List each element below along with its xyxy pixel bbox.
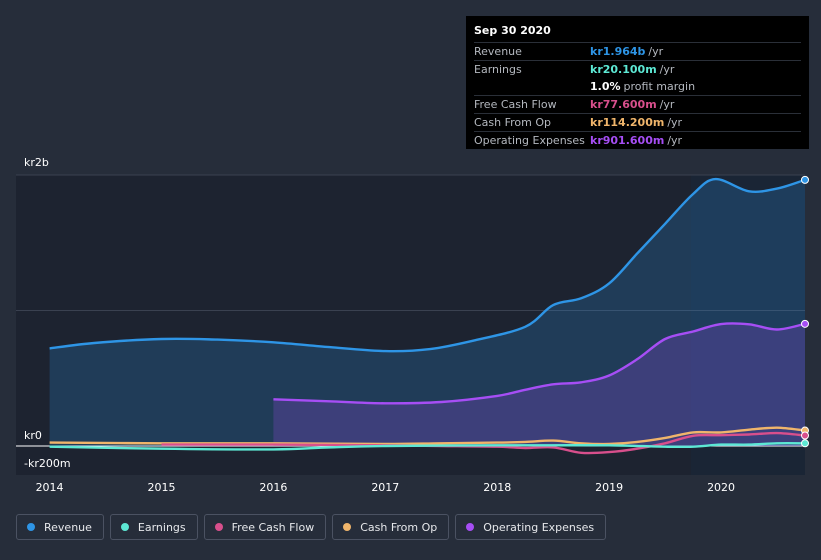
- legend-label: Free Cash Flow: [231, 520, 315, 534]
- series-end-marker-free-cash-flow: [801, 431, 809, 440]
- legend-item-free-cash-flow[interactable]: Free Cash Flow: [203, 514, 327, 540]
- legend-label: Operating Expenses: [483, 520, 595, 534]
- legend-dot-icon: [466, 523, 475, 531]
- chart: kr2b kr0 -kr200m 2014 2015 2016 2017 2018 2019 2…: [16, 156, 809, 494]
- series-line-cash-from-op: [49, 426, 806, 446]
- tooltip-value: kr114.200m: [590, 116, 665, 129]
- tooltip-value: kr77.600m: [590, 98, 657, 111]
- legend-dot-icon: [120, 523, 129, 531]
- legend-label: Cash From Op: [360, 520, 438, 534]
- x-tick-label: 2020: [707, 481, 735, 494]
- tooltip-value: kr20.100m: [590, 63, 657, 76]
- legend-item-cash-from-op[interactable]: Cash From Op: [332, 514, 450, 540]
- legend-item-revenue[interactable]: Revenue: [16, 514, 104, 540]
- tooltip-label: Revenue: [474, 45, 522, 58]
- tooltip-label: Cash From Op: [474, 116, 552, 129]
- legend-label: Revenue: [44, 520, 92, 534]
- legend-item-operating-expenses[interactable]: Operating Expenses: [455, 514, 607, 540]
- tooltip-row: 1.0% profit margin: [474, 78, 801, 95]
- legend: Revenue Earnings Free Cash Flow Cash From O…: [16, 514, 607, 540]
- series-end-marker-operating-expenses: [801, 319, 809, 328]
- tooltip-value: kr1.964b: [590, 45, 646, 58]
- tooltip-unit: /yr: [667, 116, 683, 129]
- series-line-earnings: [49, 442, 806, 451]
- x-tick-label: 2017: [371, 481, 399, 494]
- x-tick-label: 2016: [259, 481, 287, 494]
- series-line-revenue: [49, 177, 806, 353]
- tooltip-row: Operating Expenses kr901.600m/yr: [474, 131, 801, 149]
- tooltip-value: kr901.600m: [590, 134, 665, 147]
- series-area-revenue: [49, 179, 806, 446]
- tooltip-value: 1.0%: [590, 80, 621, 93]
- plot-background: [16, 175, 805, 475]
- legend-item-earnings[interactable]: Earnings: [109, 514, 198, 540]
- tooltip-row: Cash From Op kr114.200m/yr: [474, 113, 801, 131]
- legend-label: Earnings: [137, 520, 186, 534]
- series-line-operating-expenses: [273, 322, 806, 405]
- legend-dot-icon: [27, 523, 35, 531]
- legend-dot-icon: [214, 523, 223, 531]
- legend-dot-icon: [343, 523, 352, 531]
- tooltip-row: Earnings kr20.100m/yr: [474, 60, 801, 78]
- x-tick-label: 2019: [595, 481, 623, 494]
- series-end-marker-earnings: [801, 439, 809, 448]
- tooltip-row: Free Cash Flow kr77.600m/yr: [474, 95, 801, 113]
- tooltip-label: Earnings: [474, 63, 522, 76]
- x-tick-label: 2015: [147, 481, 175, 494]
- tooltip-panel: Sep 30 2020 Revenue kr1.964b/yr Earnings kr…: [466, 16, 809, 149]
- tooltip-unit: profit margin: [623, 80, 696, 93]
- tooltip-row: Revenue kr1.964b/yr: [474, 42, 801, 60]
- tooltip-unit: /yr: [659, 63, 675, 76]
- series-area-operating-expenses: [273, 323, 805, 446]
- x-tick-label: 2018: [483, 481, 511, 494]
- y-tick-label: -kr200m: [24, 457, 71, 470]
- x-tick-label: 2014: [36, 481, 64, 494]
- tooltip-label: Operating Expenses: [474, 134, 585, 147]
- tooltip-label: Free Cash Flow: [474, 98, 557, 111]
- y-tick-label: kr0: [24, 429, 42, 442]
- y-tick-label: kr2b: [24, 156, 49, 169]
- tooltip-date: Sep 30 2020: [474, 24, 551, 37]
- series-end-marker-revenue: [801, 175, 809, 184]
- tooltip-unit: /yr: [648, 45, 664, 58]
- tooltip-unit: /yr: [659, 98, 675, 111]
- tooltip-unit: /yr: [667, 134, 683, 147]
